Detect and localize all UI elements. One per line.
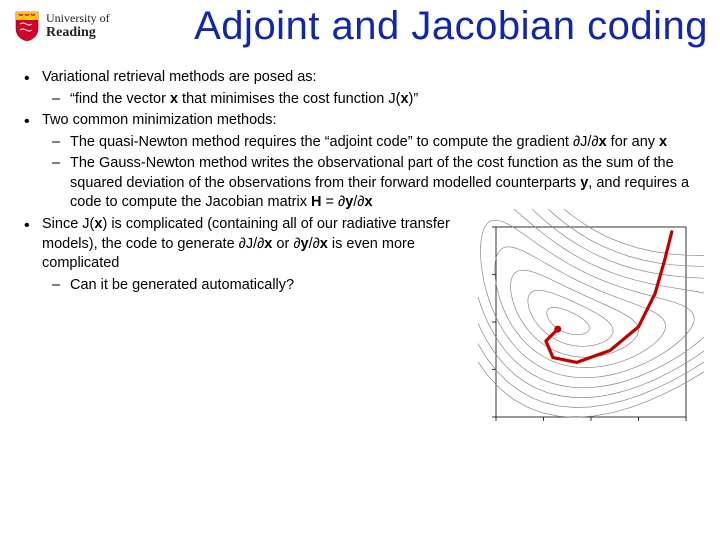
slide-title: Adjoint and Jacobian coding — [194, 4, 708, 49]
bullet-2: Two common minimization methods: The qua… — [18, 111, 708, 213]
shield-icon — [14, 10, 40, 42]
bullet-3: Since J(x) is complicated (containing al… — [18, 215, 708, 435]
slide-content: Variational retrieval methods are posed … — [18, 68, 708, 437]
logo-text: University of Reading — [46, 12, 110, 41]
logo-line1: University of — [46, 12, 110, 25]
contour-chart — [478, 209, 704, 435]
bullet-2-sub-2: The Gauss-Newton method writes the obser… — [42, 154, 708, 213]
logo: University of Reading — [14, 10, 110, 42]
bullet-1-sub-1: “find the vector x that minimises the co… — [42, 90, 708, 110]
bullet-3-sub-1: Can it be generated automatically? — [42, 276, 468, 296]
logo-line2: Reading — [46, 25, 110, 40]
bullet-1: Variational retrieval methods are posed … — [18, 68, 708, 109]
bullet-2-sub-1: The quasi-Newton method requires the “ad… — [42, 133, 708, 153]
